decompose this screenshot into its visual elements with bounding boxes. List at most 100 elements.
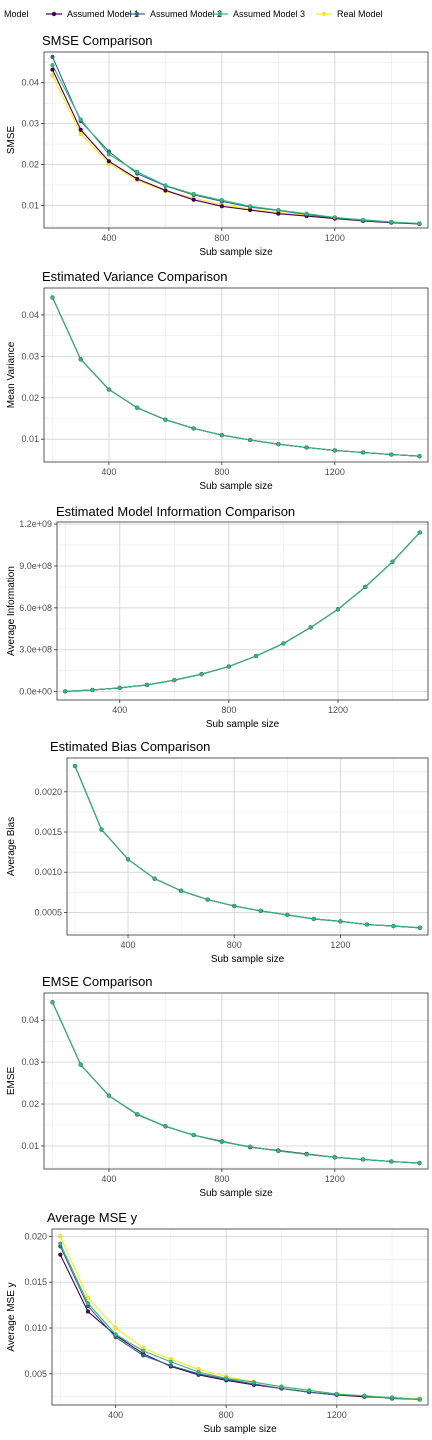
data-point xyxy=(390,559,395,564)
x-tick-label: 400 xyxy=(101,1174,116,1184)
legend-label: Real Model xyxy=(337,9,383,19)
series-line-assumed-model-3 xyxy=(52,64,420,225)
series-line-real-model xyxy=(74,765,421,929)
x-tick-label: 400 xyxy=(101,467,116,477)
series-line-assumed-model-3 xyxy=(74,765,421,929)
y-tick-label: 0.0005 xyxy=(34,907,62,917)
x-tick-label: 1200 xyxy=(325,1174,345,1184)
y-tick-label: 0.02 xyxy=(21,160,39,170)
chart-panel: Average MSE y 400 800 1200 0.005 0.010 0.015 0.… xyxy=(6,1210,429,1435)
data-point xyxy=(219,1139,225,1144)
data-point xyxy=(191,191,196,197)
y-tick-label: 0.03 xyxy=(21,1057,39,1067)
data-point xyxy=(191,197,196,202)
data-point xyxy=(304,445,309,450)
x-tick-label: 1200 xyxy=(330,940,350,950)
data-point xyxy=(50,62,55,68)
y-axis-label: Average Bias xyxy=(6,817,17,876)
data-point xyxy=(258,908,263,914)
chart-panel: Estimated Bias Comparison 400 800 1200 0.000… xyxy=(6,739,429,965)
x-tick-label: 1200 xyxy=(325,233,345,243)
data-point xyxy=(78,127,83,132)
x-tick-label: 400 xyxy=(121,940,136,950)
legend-entry: Assumed Model 2 xyxy=(129,9,222,19)
data-point xyxy=(178,888,184,893)
chart-title: Estimated Variance Comparison xyxy=(42,269,227,284)
data-point xyxy=(417,1397,422,1402)
chart-title: SMSE Comparison xyxy=(42,33,153,48)
data-point xyxy=(72,763,78,769)
series-line-assumed-model-1 xyxy=(51,1001,420,1164)
legend-key-point xyxy=(321,11,327,17)
legend-title: Model xyxy=(4,9,29,19)
legend-key-point xyxy=(134,11,140,17)
data-point xyxy=(135,1111,140,1117)
legend-key-point xyxy=(51,11,57,17)
data-point xyxy=(78,131,83,137)
panel-border xyxy=(43,51,429,229)
data-point xyxy=(106,1093,112,1098)
data-point xyxy=(285,912,290,918)
data-point xyxy=(247,204,253,209)
data-point xyxy=(276,207,281,213)
series-line-assumed-model-2 xyxy=(59,1246,420,1401)
legend-label: Assumed Model 3 xyxy=(233,9,305,19)
data-point xyxy=(308,625,313,630)
data-point xyxy=(50,54,55,60)
legend-entry: Assumed Model 3 xyxy=(212,9,305,19)
data-point xyxy=(360,217,366,222)
chart-panel: EMSE Comparison 400 800 1200 0.01 0.02 0.03 0.0… xyxy=(6,974,429,1199)
y-tick-label: 0.01 xyxy=(21,1141,39,1151)
series-line-assumed-model-1 xyxy=(59,1254,420,1401)
chart-title: Estimated Model Information Comparison xyxy=(56,504,295,519)
data-point xyxy=(163,183,168,188)
x-tick-label: 800 xyxy=(227,940,242,950)
data-point xyxy=(152,876,157,881)
data-point xyxy=(78,1062,83,1067)
data-point xyxy=(50,1000,55,1005)
data-point xyxy=(332,448,337,453)
y-tick-label: 0.0020 xyxy=(34,787,62,797)
y-tick-label: 0.03 xyxy=(21,351,39,361)
x-axis-label: Sub sample size xyxy=(206,719,280,730)
data-point xyxy=(163,417,168,422)
panel-border xyxy=(43,992,429,1170)
legend: Model Assumed Model 1 Assumed Model 2 Assum… xyxy=(4,9,383,19)
y-tick-label: 1.2e+09 xyxy=(19,519,52,529)
data-point xyxy=(417,221,422,226)
x-tick-label: 400 xyxy=(101,233,116,243)
data-point xyxy=(219,198,225,203)
y-tick-label: 0.04 xyxy=(21,1015,39,1025)
y-axis-label: Average MSE y xyxy=(6,1282,17,1351)
series-line-assumed-model-3 xyxy=(65,532,421,692)
data-point xyxy=(304,211,309,216)
data-point xyxy=(304,1152,309,1157)
data-point xyxy=(417,454,422,459)
data-point xyxy=(199,672,204,677)
data-point xyxy=(168,1359,174,1365)
x-axis-label: Sub sample size xyxy=(203,1424,277,1435)
y-tick-label: 0.0010 xyxy=(34,867,62,877)
x-tick-label: 800 xyxy=(219,1410,234,1420)
x-tick-label: 400 xyxy=(108,1410,123,1420)
data-point xyxy=(205,897,210,902)
data-point xyxy=(113,1332,118,1337)
chart-panel: Estimated Model Information Comparison 40… xyxy=(6,504,429,730)
data-point xyxy=(63,689,68,694)
data-point xyxy=(168,1363,174,1368)
x-tick-label: 400 xyxy=(112,705,127,715)
data-point xyxy=(144,682,150,688)
data-point xyxy=(50,73,55,78)
legend-entry: Assumed Model 1 xyxy=(46,9,139,19)
y-tick-label: 0.02 xyxy=(21,1099,39,1109)
legend-label: Assumed Model 2 xyxy=(150,9,222,19)
y-tick-label: 0.0015 xyxy=(34,827,62,837)
data-point xyxy=(332,215,337,220)
data-point xyxy=(135,405,140,410)
series-line-assumed-model-1 xyxy=(52,69,420,225)
panel-border xyxy=(51,1228,429,1406)
data-point xyxy=(50,295,55,300)
chart-panel: Estimated Variance Comparison 400 800 1200 0… xyxy=(6,269,429,492)
data-point xyxy=(172,678,177,683)
data-point xyxy=(163,188,168,193)
